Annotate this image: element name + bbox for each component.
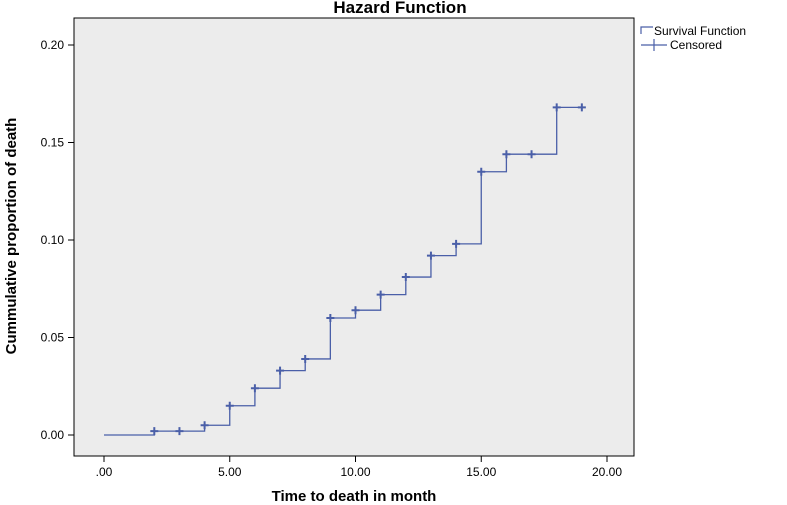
chart-title: Hazard Function [333,0,466,17]
censored-marker [401,273,410,282]
censored-marker [225,401,234,410]
censored-marker [477,167,486,176]
censored-marker [376,290,385,299]
censored-marker [175,427,184,436]
series-layer [104,103,586,436]
censored-marker [301,354,310,363]
legend-label-censored: Censored [670,38,722,52]
y-tick-label: 0.20 [41,38,65,52]
censored-marker [276,366,285,375]
legend-step-symbol [640,26,653,34]
censored-marker [326,314,335,322]
censored-marker [250,384,259,393]
x-tick-label: 20.00 [592,465,622,479]
legend-plus-symbol [641,39,667,51]
censored-marker [452,239,461,248]
censored-marker [577,103,586,112]
x-tick-label: 10.00 [340,465,370,479]
x-tick-label: .00 [96,465,113,479]
x-axis-label: Time to death in month [272,488,437,505]
y-axis: 0.00 0.05 0.10 0.15 0.20 [41,38,74,442]
x-tick-label: 5.00 [218,465,242,479]
y-axis-label: Cummulative proportion of death [3,118,20,355]
plot-area [73,17,635,457]
y-tick-label: 0.00 [41,428,65,442]
censored-marker [351,306,360,315]
censored-marker [527,150,536,159]
censored-marker [150,427,159,436]
y-tick-label: 0.05 [41,331,65,345]
y-tick-label: 0.10 [41,233,65,247]
censored-marker [502,150,511,159]
legend-label-survival-function: Survival Function [654,24,746,38]
x-tick-label: 15.00 [466,465,496,479]
y-tick-label: 0.15 [41,136,65,150]
legend: Survival Function Censored [640,24,746,52]
censored-marker [426,251,435,260]
censored-marker [200,421,209,430]
x-axis: .00 5.00 10.00 15.00 20.00 [96,456,622,479]
censored-marker [552,103,561,112]
